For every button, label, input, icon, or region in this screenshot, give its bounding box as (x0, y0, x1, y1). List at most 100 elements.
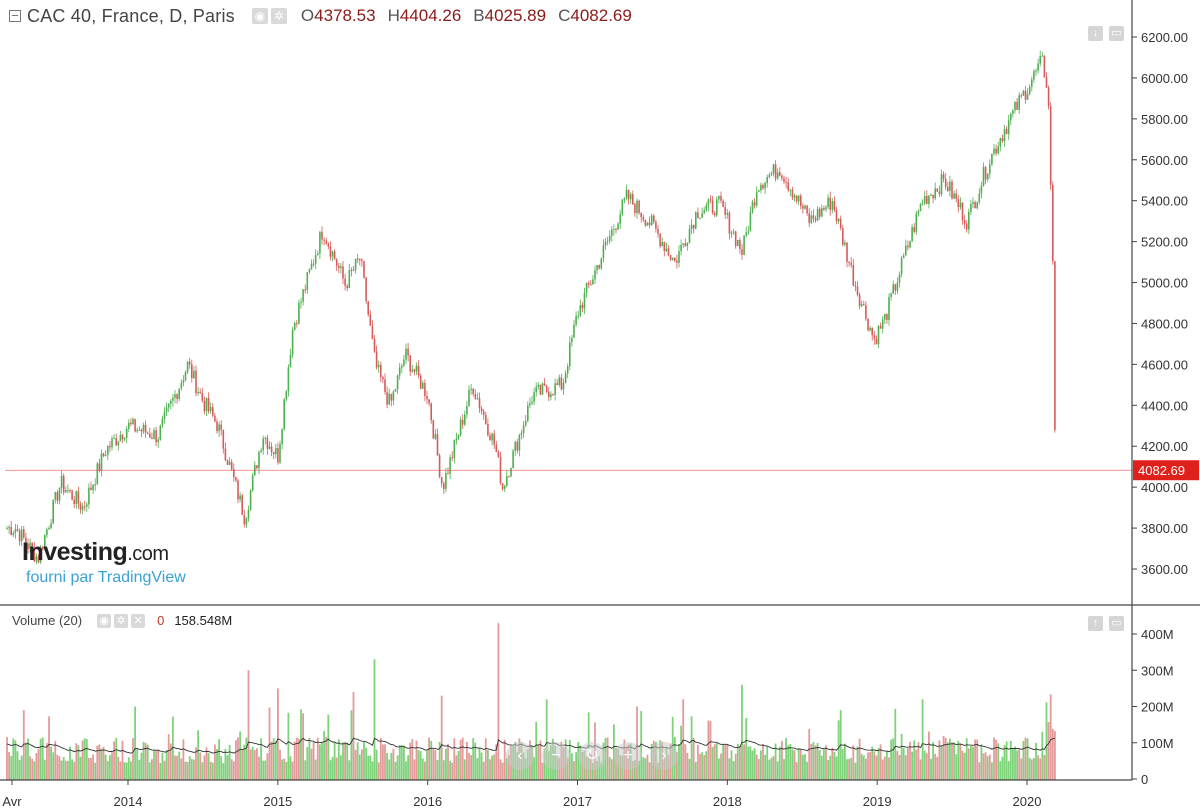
volume-bar (163, 760, 166, 780)
volume-bar (421, 758, 424, 780)
volume-bar (993, 737, 995, 780)
volume-bar (844, 743, 846, 780)
volume-bar (300, 709, 302, 780)
move-up-icon[interactable]: ↑ (1088, 616, 1103, 631)
volume-bar (379, 738, 382, 780)
candle-body (1047, 87, 1050, 107)
candle-body (791, 189, 794, 198)
candle-body (539, 384, 542, 395)
candle-body (695, 212, 697, 229)
candle-body (674, 258, 676, 261)
volume-bar (942, 735, 945, 780)
volume-bar (827, 759, 829, 780)
volume-bar (411, 739, 414, 780)
volume-bar (883, 756, 886, 780)
volume-bar (999, 761, 1002, 780)
volume-bar (298, 738, 300, 780)
volume-close-icon[interactable]: ✕ (131, 613, 146, 628)
volume-bar (102, 746, 105, 780)
scroll-right-icon[interactable]: › (650, 742, 678, 770)
candle-body (65, 490, 67, 493)
candle-body (44, 535, 46, 550)
candle-body (331, 251, 334, 257)
volume-bar (970, 745, 972, 780)
candle-body (447, 473, 449, 475)
move-down-icon[interactable]: ↓ (1088, 26, 1103, 41)
candle-body (243, 514, 246, 525)
header-icon-group: ◉ ✲ (249, 8, 287, 24)
scroll-left-icon[interactable]: ‹ (506, 742, 534, 770)
volume-bar (58, 756, 61, 780)
candle-body (31, 542, 33, 548)
zoom-in-icon[interactable]: + (614, 742, 642, 770)
candle-body (380, 364, 382, 378)
price-tick-label: 4800.00 (1141, 316, 1188, 331)
volume-bar (285, 761, 288, 780)
candle-body (1024, 90, 1027, 100)
open-label: O (300, 6, 315, 25)
candle-body (161, 418, 164, 426)
candle-body (831, 201, 834, 210)
reset-icon[interactable]: ↻ (578, 742, 606, 770)
candle-body (482, 411, 485, 415)
logo-subtitle: fourni par TradingView (26, 569, 186, 586)
volume-bar (134, 706, 136, 780)
volume-bar (781, 740, 783, 780)
volume-bar (232, 761, 235, 780)
volume-bar (468, 752, 470, 780)
volume-bar (405, 761, 407, 780)
candle-body (955, 193, 957, 199)
volume-bar (953, 742, 955, 780)
candle-body (81, 506, 84, 510)
volume-bar (718, 758, 720, 780)
volume-bar (776, 761, 779, 780)
zoom-out-icon[interactable]: − (542, 742, 570, 770)
candle-body (445, 473, 447, 490)
volume-bar (83, 738, 86, 780)
volume-bar (539, 740, 542, 780)
volume-bar (377, 762, 380, 780)
maximize-icon[interactable]: ▭ (1109, 26, 1124, 41)
candle-body (130, 422, 132, 425)
candle-body (772, 164, 775, 174)
candle-body (518, 434, 521, 451)
volume-bar (875, 755, 878, 780)
time-tick-label: 2017 (563, 794, 592, 809)
time-tick-label: 2016 (413, 794, 442, 809)
volume-bar (676, 752, 678, 780)
collapse-icon[interactable] (9, 10, 21, 22)
volume-maximize-icon[interactable]: ▭ (1109, 616, 1124, 631)
candle-body (671, 258, 674, 260)
candle-body (33, 547, 36, 562)
candle-body (793, 195, 796, 198)
volume-bar (785, 737, 787, 780)
candle-body (585, 282, 588, 293)
volume-bar (125, 762, 128, 780)
volume-bar (739, 746, 741, 780)
candle-body (642, 217, 645, 220)
chart-header: CAC 40, France, D, Paris ◉ ✲ O4378.53 H4… (0, 0, 1132, 32)
volume-bar (287, 712, 290, 780)
candle-body (548, 391, 550, 398)
settings-icon[interactable]: ✲ (270, 8, 287, 24)
volume-bar (121, 740, 124, 780)
candle-body (424, 382, 426, 397)
volume-bar (915, 749, 918, 780)
candle-body (346, 285, 348, 289)
volume-bar (932, 742, 934, 780)
candle-body (659, 233, 661, 247)
volume-bar (348, 760, 351, 780)
candle-body (438, 455, 441, 477)
volume-visibility-icon[interactable]: ◉ (97, 613, 112, 628)
volume-bar (123, 762, 126, 780)
volume-bar (531, 746, 533, 780)
volume-settings-icon[interactable]: ✲ (114, 613, 129, 628)
visibility-icon[interactable]: ◉ (251, 8, 268, 24)
candle-body (770, 173, 773, 175)
candle-body (298, 302, 300, 324)
volume-bar (911, 751, 913, 780)
volume-bar (144, 742, 147, 780)
candle-body (787, 182, 789, 191)
